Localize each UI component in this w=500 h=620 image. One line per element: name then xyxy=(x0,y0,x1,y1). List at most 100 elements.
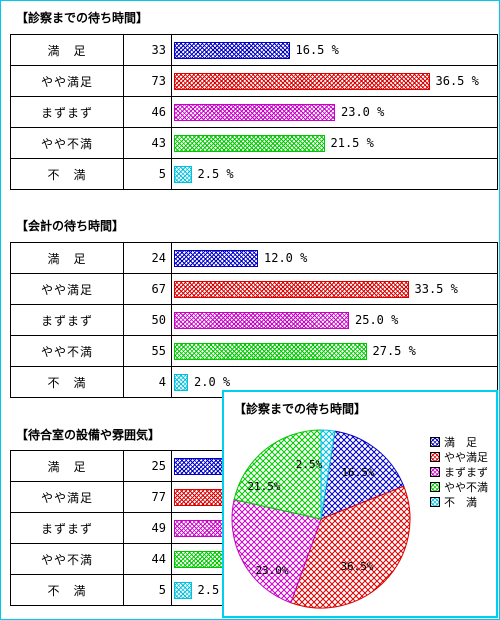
legend-label: まずまず xyxy=(444,465,488,479)
category-label: 満 足 xyxy=(10,450,124,482)
data-label: 33.5 % xyxy=(414,282,458,296)
count-value: 67 xyxy=(123,273,172,305)
section-title-consultation-wait: 【診察までの待ち時間】 xyxy=(16,11,149,25)
table-row: まずまず 46 23.0 % xyxy=(10,96,498,128)
count-value: 77 xyxy=(123,481,172,513)
data-label: 2.0 % xyxy=(194,375,231,389)
bar-mark xyxy=(174,343,367,360)
data-label: 16.5 % xyxy=(295,43,339,57)
category-label: やや満足 xyxy=(10,65,124,97)
legend-label: やや不満 xyxy=(444,480,488,494)
pie-data-label: 36.5% xyxy=(340,560,373,573)
category-label: やや不満 xyxy=(10,335,124,367)
table-row: やや満足 67 33.5 % xyxy=(10,273,498,305)
category-label: 不 満 xyxy=(10,158,124,190)
pie-chart-panel: 【診察までの待ち時間】 16.5% 36.5% 23.0% 21.5% 2.5% 満 足… xyxy=(222,390,498,618)
legend-item: 満 足 xyxy=(430,434,488,449)
bar-cell: 36.5 % xyxy=(171,65,498,97)
bar-mark xyxy=(174,250,258,267)
count-value: 73 xyxy=(123,65,172,97)
pie-legend: 満 足やや満足 まずまず やや不満不 満 xyxy=(430,434,488,509)
section-title-payment-wait: 【会計の待ち時間】 xyxy=(16,219,125,233)
pie-data-label: 23.0% xyxy=(255,564,288,577)
bar-mark xyxy=(174,166,192,183)
bar-cell: 33.5 % xyxy=(171,273,498,305)
data-label: 36.5 % xyxy=(435,74,479,88)
pie-chart-title: 【診察までの待ち時間】 xyxy=(234,402,367,416)
legend-swatch xyxy=(430,481,440,492)
count-value: 44 xyxy=(123,543,172,575)
count-value: 5 xyxy=(123,158,172,190)
count-value: 46 xyxy=(123,96,172,128)
table-row: 満 足 33 16.5 % xyxy=(10,34,498,66)
pie-slice xyxy=(233,429,322,520)
data-label: 12.0 % xyxy=(264,251,308,265)
legend-swatch xyxy=(430,451,440,462)
legend-item: やや満足 xyxy=(430,449,488,464)
table-consultation-wait: 満 足 33 16.5 % やや満足 73 36.5 % まずまず 46 23.0 % やや不満 4… xyxy=(10,34,498,190)
bar-cell: 25.0 % xyxy=(171,304,498,336)
pie-data-label: 16.5% xyxy=(341,466,374,479)
pie-slice xyxy=(290,485,411,609)
legend-label: 不 満 xyxy=(444,495,477,509)
legend-label: 満 足 xyxy=(444,435,477,449)
legend-swatch xyxy=(430,436,440,447)
bar-cell: 12.0 % xyxy=(171,242,498,274)
section-title-waiting-room: 【待合室の設備や雰囲気】 xyxy=(16,428,161,442)
data-label: 23.0 % xyxy=(341,105,385,119)
pie-data-label: 2.5% xyxy=(296,458,323,471)
legend-item: やや不満 xyxy=(430,479,488,494)
count-value: 43 xyxy=(123,127,172,159)
category-label: やや満足 xyxy=(10,481,124,513)
bar-cell: 2.5 % xyxy=(171,158,498,190)
category-label: やや不満 xyxy=(10,127,124,159)
count-value: 25 xyxy=(123,450,172,482)
table-row: まずまず 50 25.0 % xyxy=(10,304,498,336)
bar-mark xyxy=(174,135,325,152)
bar-cell: 27.5 % xyxy=(171,335,498,367)
category-label: やや不満 xyxy=(10,543,124,575)
table-row: やや不満 55 27.5 % xyxy=(10,335,498,367)
legend-swatch xyxy=(430,466,440,477)
table-row: 不 満 5 2.5 % xyxy=(10,158,498,190)
count-value: 55 xyxy=(123,335,172,367)
bar-mark xyxy=(174,312,349,329)
category-label: まずまず xyxy=(10,96,124,128)
category-label: 不 満 xyxy=(10,574,124,606)
category-label: やや満足 xyxy=(10,273,124,305)
pie-slice xyxy=(231,498,322,604)
category-label: まずまず xyxy=(10,304,124,336)
category-label: 不 満 xyxy=(10,366,124,398)
bar-mark xyxy=(174,42,290,59)
pie-data-label: 21.5% xyxy=(247,480,280,493)
bar-mark xyxy=(174,73,430,90)
table-row: 満 足 24 12.0 % xyxy=(10,242,498,274)
data-label: 21.5 % xyxy=(330,136,374,150)
bar-mark xyxy=(174,374,188,391)
category-label: 満 足 xyxy=(10,242,124,274)
data-label: 25.0 % xyxy=(355,313,399,327)
category-label: まずまず xyxy=(10,512,124,544)
bar-mark xyxy=(174,281,409,298)
bar-mark xyxy=(174,104,335,121)
table-payment-wait: 満 足 24 12.0 % やや満足 67 33.5 % まずまず 50 25.0 % やや不満 5… xyxy=(10,242,498,398)
count-value: 24 xyxy=(123,242,172,274)
count-value: 49 xyxy=(123,512,172,544)
bar-cell: 21.5 % xyxy=(171,127,498,159)
bar-mark xyxy=(174,582,192,599)
bar-cell: 23.0 % xyxy=(171,96,498,128)
legend-label: やや満足 xyxy=(444,450,488,464)
legend-swatch xyxy=(430,496,440,507)
pie-chart: 16.5% 36.5% 23.0% 21.5% 2.5% xyxy=(231,429,411,609)
legend-item: 不 満 xyxy=(430,494,488,509)
table-row: やや満足 73 36.5 % xyxy=(10,65,498,97)
count-value: 33 xyxy=(123,34,172,66)
category-label: 満 足 xyxy=(10,34,124,66)
data-label: 27.5 % xyxy=(372,344,416,358)
table-row: やや不満 43 21.5 % xyxy=(10,127,498,159)
count-value: 50 xyxy=(123,304,172,336)
count-value: 5 xyxy=(123,574,172,606)
data-label: 2.5 % xyxy=(197,167,234,181)
count-value: 4 xyxy=(123,366,172,398)
pie-slice xyxy=(320,429,336,520)
